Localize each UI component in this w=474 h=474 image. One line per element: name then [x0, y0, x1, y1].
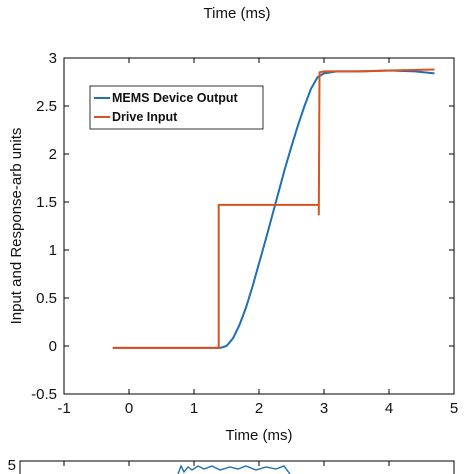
- x-tick-label: 5: [450, 400, 458, 417]
- y-tick-label: 1.5: [36, 194, 57, 211]
- y-tick-label: 2: [49, 146, 57, 163]
- y-tick-label: 1: [49, 242, 57, 259]
- legend-label-drive-input: Drive Input: [112, 110, 178, 124]
- y-tick-label: 0.5: [36, 290, 57, 307]
- x-tick-label: 4: [385, 400, 393, 417]
- legend: MEMS Device Output Drive Input: [89, 85, 264, 130]
- y-axis-label: Input and Response-arb units: [8, 128, 25, 325]
- y-tick-label: 2.5: [36, 98, 57, 115]
- next-chart-top-ticks: [63, 461, 455, 466]
- series-line-drive-input: [112, 68, 435, 349]
- series-lines: [112, 68, 435, 349]
- x-tick-label: 3: [320, 400, 328, 417]
- legend-label-mems-output: MEMS Device Output: [112, 91, 239, 105]
- y-tick-label: -0.5: [31, 386, 57, 403]
- y-tick-label: 0: [49, 338, 57, 355]
- legend-box: [89, 85, 264, 130]
- next-chart-signal-fragment: [177, 464, 291, 474]
- main-chart: -1 0 1 2 3 4 5 -0.5 0 0.5 1 1.5 2 2.5 3 MEMS Device Ou…: [8, 50, 458, 444]
- next-chart-fragment: 5: [8, 457, 455, 474]
- x-tick-label: 2: [255, 400, 263, 417]
- x-tick-label: 0: [125, 400, 133, 417]
- x-tick-label: 1: [190, 400, 198, 417]
- next-chart-y-tick: 5: [8, 457, 16, 474]
- top-axis-label-fragment: Time (ms): [204, 5, 271, 22]
- y-tick-label: 3: [49, 50, 57, 67]
- x-tick-label: -1: [57, 400, 70, 417]
- x-axis-label: Time (ms): [226, 427, 293, 444]
- axis-ticks: -1 0 1 2 3 4 5 -0.5 0 0.5 1 1.5 2 2.5 3: [31, 50, 458, 417]
